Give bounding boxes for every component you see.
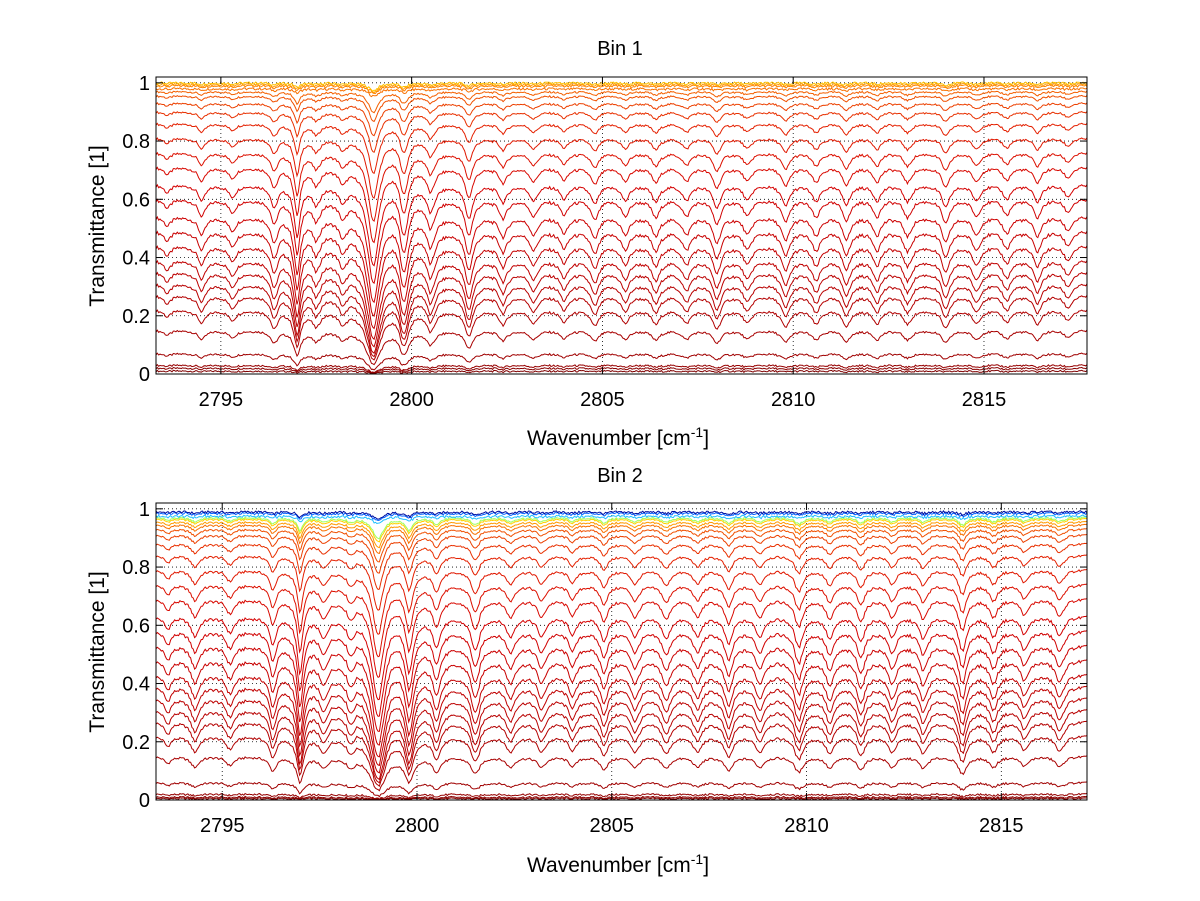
y-tick-label: 0.4 (122, 674, 150, 696)
x-tick-label: 2815 (979, 815, 1024, 837)
x-tick-label: 2810 (784, 815, 829, 837)
y-tick-label: 0 (139, 364, 150, 386)
series-line (156, 245, 1087, 330)
series-line (156, 329, 1087, 366)
series-line (156, 720, 1087, 784)
series-line (156, 183, 1087, 267)
plot-area-frame (155, 502, 1088, 801)
series-line (156, 523, 1087, 554)
series-line (156, 511, 1087, 522)
series-line (156, 583, 1087, 658)
y-tick-labels: 0 0.2 0.4 0.6 0.8 1 (122, 499, 150, 812)
y-tick-label: 1 (139, 499, 150, 521)
chart-panel-bin-1: Bin 1 2795 2800 2805 2810 2815 0 0.2 0.4 0.6 0.8… (86, 38, 1088, 450)
series-line (156, 198, 1087, 285)
series-line (156, 366, 1087, 374)
y-axis-label: Transmittance [1] (86, 571, 109, 732)
series-lines (156, 510, 1087, 800)
series-line (156, 271, 1087, 348)
series-line (156, 697, 1087, 774)
series-line (156, 94, 1087, 123)
y-tick-label: 0.4 (122, 248, 150, 270)
series-line (156, 598, 1087, 678)
series-line (156, 644, 1087, 732)
series-line (156, 709, 1087, 781)
series-line (156, 735, 1087, 787)
series-line (156, 84, 1087, 95)
series-line (156, 554, 1087, 611)
series-line (156, 215, 1087, 304)
x-tick-label: 2795 (199, 389, 244, 411)
y-tick-label: 0.6 (122, 189, 150, 211)
y-tick-label: 0.8 (122, 131, 150, 153)
series-line (156, 516, 1087, 540)
series-line (156, 86, 1087, 98)
series-line (156, 510, 1087, 520)
series-line (156, 673, 1087, 758)
y-tick-label: 0.8 (122, 557, 150, 579)
series-line (156, 230, 1087, 318)
x-tick-label: 2800 (389, 389, 434, 411)
series-line (156, 294, 1087, 358)
y-axis-label: Transmittance [1] (86, 145, 109, 306)
y-tick-label: 0.2 (122, 732, 150, 754)
series-line (156, 517, 1087, 543)
series-line (156, 363, 1087, 374)
x-tick-label: 2795 (200, 815, 245, 837)
series-line (156, 166, 1087, 244)
chart-title: Bin 2 (597, 465, 643, 487)
series-line (156, 520, 1087, 549)
series-line (156, 151, 1087, 223)
x-tick-label: 2800 (395, 815, 440, 837)
series-line (156, 137, 1087, 199)
y-tick-labels: 0 0.2 0.4 0.6 0.8 1 (122, 73, 150, 386)
y-tick-label: 0.2 (122, 306, 150, 328)
series-line (156, 630, 1087, 717)
axis-ticks (156, 77, 1087, 375)
series-line (156, 101, 1087, 137)
x-tick-label: 2805 (590, 815, 635, 837)
series-line (156, 533, 1087, 574)
series-line (156, 90, 1087, 114)
x-tick-labels: 2795 2800 2805 2810 2815 (199, 389, 1007, 411)
series-line (156, 542, 1087, 590)
series-line (156, 81, 1087, 92)
x-tick-label: 2805 (580, 389, 625, 411)
x-tick-labels: 2795 2800 2805 2810 2815 (200, 815, 1024, 837)
x-tick-label: 2810 (771, 389, 816, 411)
series-line (156, 659, 1087, 746)
series-line (156, 792, 1087, 800)
series-line (156, 352, 1087, 371)
series-line (156, 797, 1087, 800)
x-axis-label: Wavenumber [cm-1] (527, 851, 709, 877)
series-lines (156, 81, 1087, 374)
series-line (156, 309, 1087, 361)
series-line (156, 122, 1087, 175)
y-tick-label: 0 (139, 790, 150, 812)
series-line (156, 615, 1087, 701)
x-axis-label: Wavenumber [cm-1] (527, 424, 709, 450)
series-line (156, 283, 1087, 355)
y-tick-label: 0.6 (122, 615, 150, 637)
series-line (156, 259, 1087, 341)
series-line (156, 568, 1087, 635)
chart-title: Bin 1 (597, 38, 643, 60)
series-line (156, 514, 1087, 525)
y-tick-label: 1 (139, 73, 150, 95)
x-tick-label: 2815 (962, 389, 1007, 411)
series-line (156, 781, 1087, 798)
series-line (156, 110, 1087, 154)
plot-area-frame (155, 76, 1088, 375)
series-line (156, 685, 1087, 767)
series-line (156, 795, 1087, 800)
series-line (156, 755, 1087, 792)
series-line (156, 528, 1087, 563)
chart-panel-bin-2: Bin 2 2795 2800 2805 2810 2815 0 0.2 0.4 0.6 0.8… (86, 465, 1088, 877)
series-line (156, 369, 1087, 374)
axis-ticks (156, 503, 1087, 801)
